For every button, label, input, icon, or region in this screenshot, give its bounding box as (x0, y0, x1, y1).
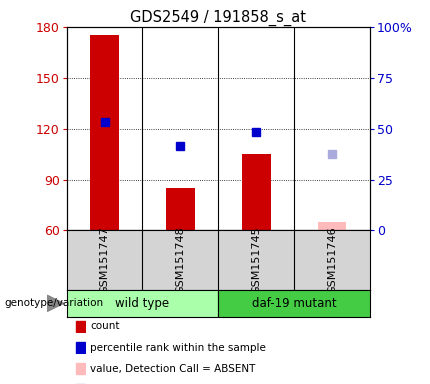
Text: genotype/variation: genotype/variation (4, 298, 104, 308)
Bar (77, 321, 85, 332)
Text: GSM151747: GSM151747 (99, 226, 110, 294)
Text: daf-19 mutant: daf-19 mutant (252, 297, 336, 310)
Bar (317, 222, 346, 230)
Text: GSM151746: GSM151746 (327, 226, 337, 294)
Polygon shape (47, 295, 64, 311)
Bar (218, 290, 370, 317)
Text: percentile rank within the sample: percentile rank within the sample (90, 343, 266, 353)
Bar (67, 290, 218, 317)
Bar (242, 154, 270, 230)
Title: GDS2549 / 191858_s_at: GDS2549 / 191858_s_at (130, 9, 306, 25)
Bar (166, 188, 195, 230)
Bar (90, 35, 119, 230)
Text: wild type: wild type (115, 297, 169, 310)
Text: GSM151748: GSM151748 (175, 226, 185, 294)
Bar (77, 342, 85, 353)
Text: count: count (90, 321, 120, 331)
Bar (77, 363, 85, 374)
Text: GSM151745: GSM151745 (251, 226, 261, 294)
Text: value, Detection Call = ABSENT: value, Detection Call = ABSENT (90, 364, 256, 374)
